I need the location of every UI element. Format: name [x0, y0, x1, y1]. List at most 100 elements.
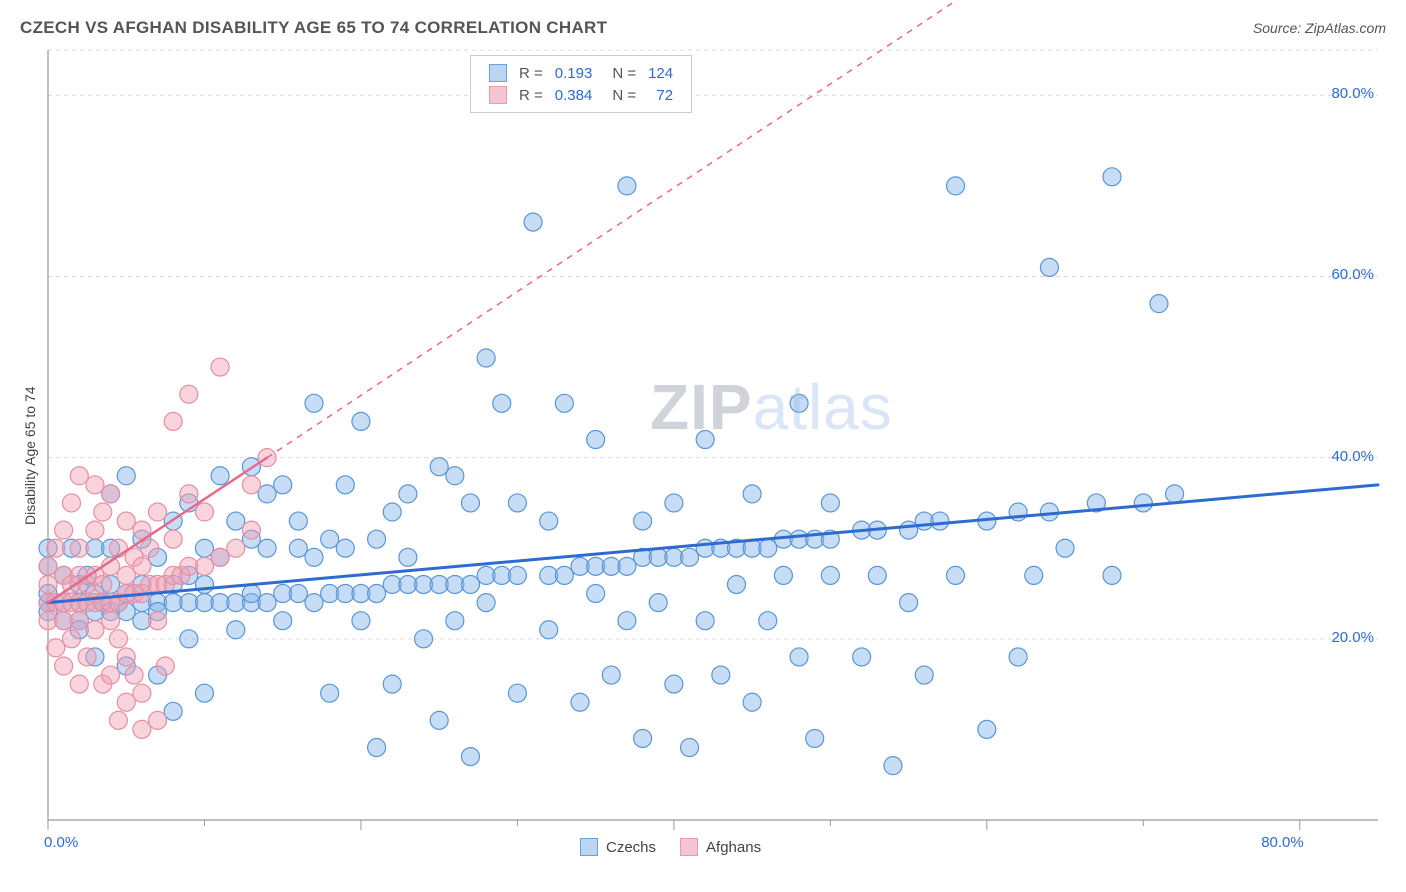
scatter-point: [211, 548, 229, 566]
scatter-point: [540, 621, 558, 639]
scatter-point: [180, 630, 198, 648]
scatter-point: [383, 675, 401, 693]
scatter-point: [399, 548, 417, 566]
scatter-point: [774, 566, 792, 584]
scatter-point: [618, 612, 636, 630]
scatter-point: [461, 575, 479, 593]
scatter-point: [978, 720, 996, 738]
scatter-point: [86, 621, 104, 639]
scatter-point: [415, 630, 433, 648]
scatter-point: [156, 657, 174, 675]
scatter-point: [868, 566, 886, 584]
legend-n-value: 72: [642, 84, 679, 106]
legend-swatch: [680, 838, 698, 856]
scatter-point: [665, 675, 683, 693]
legend-r-value: 0.384: [549, 84, 599, 106]
scatter-point: [117, 693, 135, 711]
scatter-point: [821, 494, 839, 512]
scatter-point: [211, 358, 229, 376]
scatter-point: [759, 539, 777, 557]
scatter-point: [70, 467, 88, 485]
legend-swatch: [489, 86, 507, 104]
scatter-point: [47, 639, 65, 657]
scatter-point: [149, 503, 167, 521]
scatter-point: [1025, 566, 1043, 584]
scatter-point: [321, 530, 339, 548]
scatter-point: [62, 494, 80, 512]
legend-correlation-row: R =0.384N =72: [483, 84, 679, 106]
scatter-point: [915, 666, 933, 684]
scatter-point: [790, 648, 808, 666]
scatter-point: [164, 702, 182, 720]
scatter-point: [461, 748, 479, 766]
scatter-point: [931, 512, 949, 530]
scatter-point: [352, 412, 370, 430]
scatter-point: [242, 476, 260, 494]
scatter-point: [618, 177, 636, 195]
scatter-point: [39, 557, 57, 575]
scatter-point: [274, 612, 292, 630]
scatter-point: [681, 548, 699, 566]
scatter-point: [117, 467, 135, 485]
scatter-point: [712, 666, 730, 684]
scatter-point: [133, 557, 151, 575]
scatter-point: [743, 693, 761, 711]
scatter-point: [665, 494, 683, 512]
scatter-point: [242, 585, 260, 603]
scatter-point: [78, 648, 96, 666]
axis-tick-label: 80.0%: [1261, 834, 1304, 851]
scatter-point: [634, 512, 652, 530]
scatter-point: [696, 612, 714, 630]
scatter-point: [368, 739, 386, 757]
legend-series-label: Czechs: [606, 839, 656, 856]
scatter-point: [368, 585, 386, 603]
scatter-point: [133, 720, 151, 738]
legend-correlation-box: R =0.193N =124R =0.384N =72: [470, 55, 692, 113]
scatter-point: [117, 512, 135, 530]
scatter-point: [149, 612, 167, 630]
scatter-point: [790, 394, 808, 412]
legend-series: CzechsAfghans: [580, 838, 761, 856]
scatter-point: [853, 648, 871, 666]
scatter-point: [102, 612, 120, 630]
scatter-point: [383, 503, 401, 521]
scatter-point: [258, 539, 276, 557]
scatter-point: [806, 729, 824, 747]
scatter-point: [180, 485, 198, 503]
scatter-point: [211, 467, 229, 485]
scatter-point: [368, 530, 386, 548]
scatter-point: [524, 213, 542, 231]
scatter-point: [900, 594, 918, 612]
scatter-point: [446, 612, 464, 630]
scatter-point: [1103, 168, 1121, 186]
scatter-point: [759, 612, 777, 630]
legend-r-value: 0.193: [549, 62, 599, 84]
scatter-point: [195, 557, 213, 575]
scatter-point: [947, 566, 965, 584]
scatter-point: [1166, 485, 1184, 503]
scatter-point: [587, 431, 605, 449]
scatter-point: [1009, 648, 1027, 666]
scatter-point: [1103, 566, 1121, 584]
scatter-point: [109, 630, 127, 648]
scatter-point: [352, 612, 370, 630]
scatter-point: [1040, 258, 1058, 276]
scatter-point: [86, 521, 104, 539]
scatter-point: [336, 539, 354, 557]
legend-swatch: [489, 64, 507, 82]
scatter-point: [634, 729, 652, 747]
scatter-point: [39, 575, 57, 593]
scatter-point: [258, 594, 276, 612]
scatter-point: [446, 467, 464, 485]
scatter-point: [70, 612, 88, 630]
legend-correlation-row: R =0.193N =124: [483, 62, 679, 84]
correlation-scatter-chart: [0, 0, 1406, 892]
scatter-point: [180, 385, 198, 403]
scatter-point: [289, 585, 307, 603]
scatter-point: [508, 494, 526, 512]
scatter-point: [125, 666, 143, 684]
scatter-point: [149, 711, 167, 729]
scatter-point: [430, 711, 448, 729]
scatter-point: [109, 711, 127, 729]
scatter-point: [55, 521, 73, 539]
